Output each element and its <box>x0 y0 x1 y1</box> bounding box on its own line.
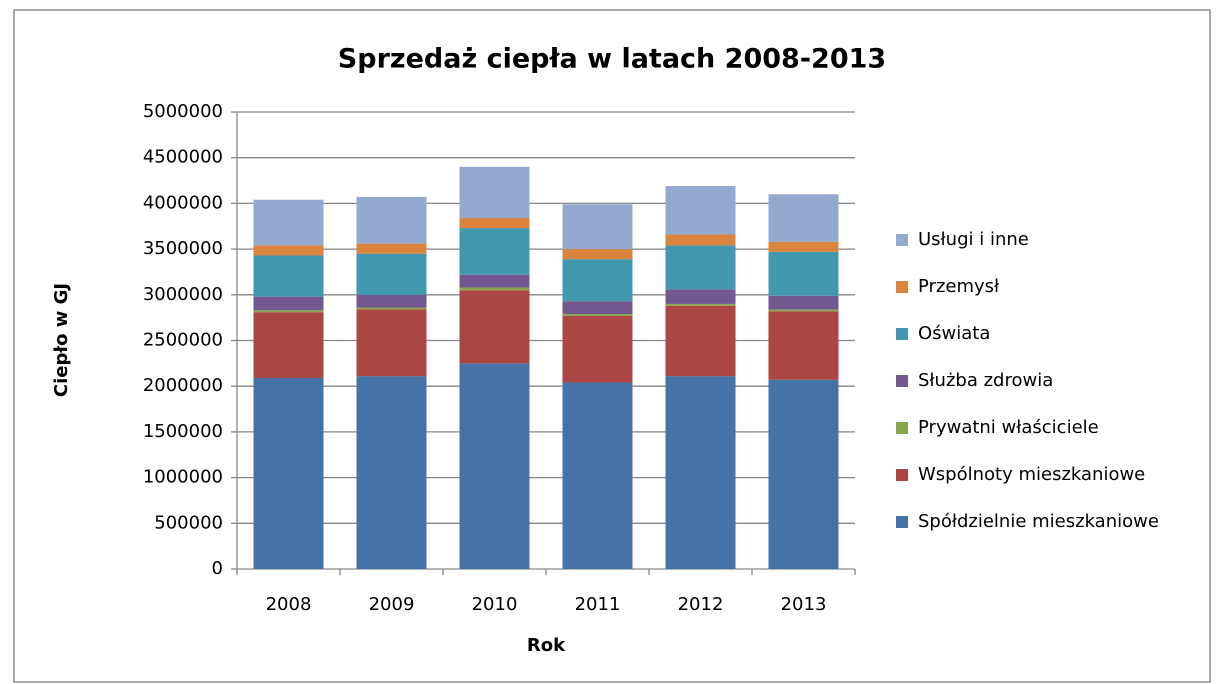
bar-segment <box>356 307 427 310</box>
y-tick-label: 4000000 <box>143 192 223 213</box>
bar-segment <box>356 309 427 377</box>
bar-segment <box>665 186 736 235</box>
bar-segment <box>253 377 324 569</box>
bar-segment <box>459 290 530 364</box>
bar-segment <box>253 310 324 313</box>
bar-segment <box>253 199 324 246</box>
legend-swatch <box>896 422 908 434</box>
bar-segment <box>768 309 839 312</box>
y-tick-label: 3000000 <box>143 284 223 305</box>
y-tick-label: 5000000 <box>143 101 223 122</box>
y-tick-label: 4500000 <box>143 147 223 168</box>
y-tick-label: 1000000 <box>143 467 223 488</box>
legend-label: Wspólnoty mieszkaniowe <box>918 464 1145 485</box>
bar-segment <box>459 274 530 288</box>
x-tick-label: 2010 <box>472 594 518 615</box>
bar-segment <box>562 301 633 314</box>
bar-segment <box>665 305 736 377</box>
bar-segment <box>768 311 839 380</box>
bar-segment <box>562 313 633 316</box>
y-tick-label: 1500000 <box>143 421 223 442</box>
legend-swatch <box>896 516 908 528</box>
legend-swatch <box>896 328 908 340</box>
legend-label: Oświata <box>918 323 990 344</box>
x-tick-label: 2008 <box>266 594 312 615</box>
legend-label: Przemysł <box>918 276 1000 297</box>
x-tick-label: 2009 <box>369 594 415 615</box>
bar-segment <box>356 376 427 569</box>
bar-segment <box>356 243 427 254</box>
bar-segment <box>768 194 839 242</box>
legend-swatch <box>896 281 908 293</box>
x-tick-label: 2012 <box>678 594 724 615</box>
y-tick-label: 500000 <box>154 512 223 533</box>
bar-segment <box>356 197 427 244</box>
x-tick-label: 2011 <box>575 594 621 615</box>
bar-segment <box>665 234 736 246</box>
bar-segment <box>665 303 736 306</box>
bar-segment <box>768 251 839 296</box>
bar-segment <box>253 255 324 297</box>
bar-segment <box>768 295 839 310</box>
bar-segment <box>665 245 736 290</box>
legend-label: Spółdzielnie mieszkaniowe <box>918 511 1159 532</box>
bar-segment <box>665 289 736 304</box>
bar-segment <box>356 253 427 295</box>
bar-segment <box>768 241 839 252</box>
y-tick-label: 3500000 <box>143 238 223 259</box>
bar-segment <box>356 294 427 308</box>
bar-segment <box>253 296 324 311</box>
legend-label: Usługi i inne <box>918 229 1029 250</box>
x-tick-label: 2013 <box>781 594 827 615</box>
y-axis-label: Ciepło w GJ <box>51 283 72 397</box>
x-axis-label: Rok <box>527 635 566 656</box>
chart-title: Sprzedaż ciepła w latach 2008-2013 <box>338 44 886 75</box>
bar-segment <box>253 312 324 378</box>
bar-segment <box>459 166 530 219</box>
bar-segment <box>562 315 633 383</box>
y-tick-label: 0 <box>212 558 223 579</box>
bar-segment <box>768 379 839 569</box>
y-tick-label: 2500000 <box>143 330 223 351</box>
legend-label: Prywatni właściciele <box>918 417 1099 438</box>
bar-segment <box>459 287 530 291</box>
bar-segment <box>562 382 633 569</box>
legend-swatch <box>896 234 908 246</box>
y-tick-label: 2000000 <box>143 375 223 396</box>
bar-segment <box>459 218 530 229</box>
bar-segment <box>562 204 633 250</box>
bar-segment <box>562 259 633 302</box>
legend-swatch <box>896 469 908 481</box>
legend-swatch <box>896 375 908 387</box>
bar-segment <box>665 376 736 569</box>
bar-segment <box>459 228 530 275</box>
legend-label: Służba zdrowia <box>918 370 1053 391</box>
bar-segment <box>459 363 530 569</box>
bar-segment <box>253 245 324 256</box>
bar-segment <box>562 249 633 260</box>
